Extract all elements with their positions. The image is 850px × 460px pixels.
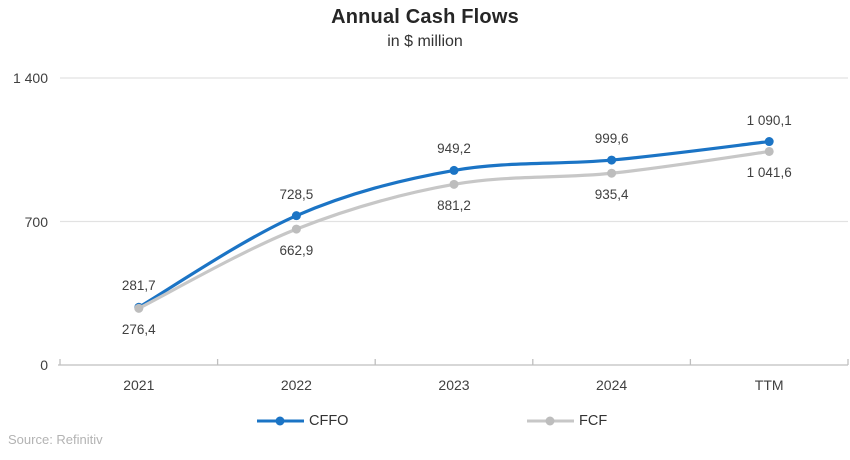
- fcf-point-TTM: [764, 146, 774, 156]
- y-axis-tick-label: 700: [24, 213, 48, 230]
- fcf-data-label: 935,4: [594, 187, 629, 203]
- x-axis-tick-label: 2022: [280, 377, 312, 393]
- cffo-data-label: 1 090,1: [746, 112, 792, 128]
- fcf-legend-marker-icon: [527, 416, 574, 426]
- x-axis-tick-label: 2021: [123, 377, 155, 393]
- fcf-line: [137, 149, 771, 310]
- fcf-point-2023: [449, 179, 459, 189]
- fcf-data-label: 1 041,6: [746, 165, 792, 181]
- legend-label-cffo: CFFO: [309, 413, 349, 429]
- x-axis-tick-label: 2024: [596, 377, 628, 393]
- source-note: Source: Refinitiv: [8, 432, 103, 447]
- chart-subtitle: in $ million: [387, 33, 463, 50]
- legend-item-cffo: CFFO: [257, 413, 348, 429]
- fcf-point-2024: [607, 168, 617, 178]
- chart-title: Annual Cash Flows: [331, 6, 519, 28]
- fcf-data-label: 276,4: [121, 322, 156, 338]
- cffo-point-2023: [449, 165, 459, 175]
- fcf-point-2022: [291, 224, 301, 234]
- fcf-point-2021: [134, 303, 144, 313]
- cffo-data-label: 999,6: [594, 131, 629, 147]
- cffo-legend-marker-icon: [257, 416, 304, 426]
- fcf-data-label: 662,9: [279, 243, 314, 259]
- cffo-point-TTM: [764, 137, 774, 147]
- y-axis-tick-label: 0: [40, 357, 48, 373]
- cffo-data-label: 728,5: [279, 186, 314, 202]
- x-axis-tick-label: 2023: [438, 377, 470, 393]
- x-axis-tick-label: TTM: [754, 377, 784, 393]
- legend-label-fcf: FCF: [579, 413, 608, 429]
- legend-item-fcf: FCF: [527, 413, 607, 429]
- cffo-point-2022: [291, 211, 301, 221]
- fcf-data-label: 881,2: [437, 198, 471, 214]
- cffo-data-label: 949,2: [437, 141, 471, 157]
- cffo-point-2024: [607, 155, 617, 165]
- y-axis-tick-label: 1 400: [12, 70, 48, 86]
- cffo-data-label: 281,7: [121, 278, 156, 294]
